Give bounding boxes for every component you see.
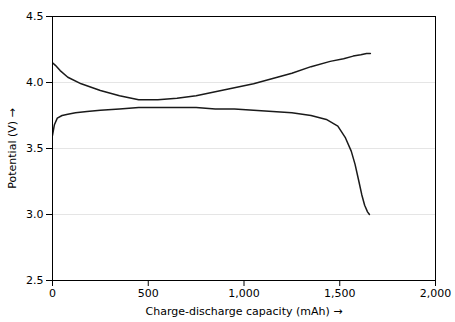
svg-text:1,000: 1,000 <box>228 287 260 300</box>
svg-text:4.5: 4.5 <box>26 10 44 23</box>
svg-text:2.5: 2.5 <box>26 274 44 287</box>
svg-text:1,500: 1,500 <box>324 287 356 300</box>
svg-text:500: 500 <box>138 287 159 300</box>
svg-text:2,000: 2,000 <box>420 287 452 300</box>
svg-text:4.0: 4.0 <box>26 76 44 89</box>
svg-text:0: 0 <box>49 287 56 300</box>
svg-text:3.5: 3.5 <box>26 142 44 155</box>
svg-text:3.0: 3.0 <box>26 208 44 221</box>
svg-text:Potential (V) →: Potential (V) → <box>6 108 19 189</box>
svg-text:Charge-discharge capacity (mAh: Charge-discharge capacity (mAh) → <box>146 305 343 318</box>
